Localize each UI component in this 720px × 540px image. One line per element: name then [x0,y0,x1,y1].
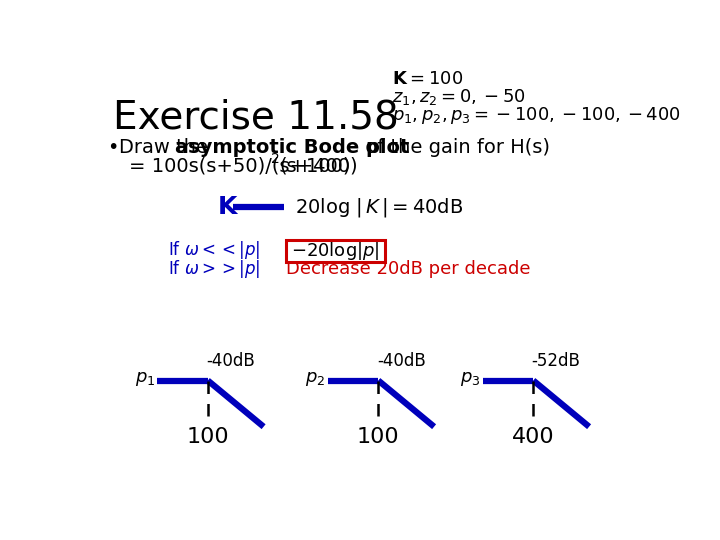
Text: $z_1, z_2 = 0, -50$: $z_1, z_2 = 0, -50$ [392,87,526,107]
Text: -40dB: -40dB [206,353,255,370]
Bar [286,240,385,262]
Text: -40dB: -40dB [377,353,426,370]
Text: Exercise 11.58: Exercise 11.58 [113,98,399,136]
Text: K: K [218,195,238,219]
Text: $20\log\,|\,K\,|= 40\mathrm{dB}$: $20\log\,|\,K\,|= 40\mathrm{dB}$ [295,195,464,219]
Text: $p_2$: $p_2$ [305,370,325,388]
Text: = 100s(s+50)/(s+100): = 100s(s+50)/(s+100) [129,157,350,176]
Text: $p_3$: $p_3$ [460,370,481,388]
Text: 100: 100 [186,427,229,447]
Text: •: • [107,138,118,158]
Text: -52dB: -52dB [532,353,580,370]
Text: 100: 100 [357,427,400,447]
Text: If $\omega >> |p|$: If $\omega >> |p|$ [168,258,260,280]
Text: (s+400): (s+400) [279,157,358,176]
Text: 400: 400 [512,427,554,447]
Text: of the gain for H(s): of the gain for H(s) [359,138,550,158]
Text: $\mathbf{K}$: $\mathbf{K}$ [392,70,409,87]
Text: $p_1$: $p_1$ [135,370,155,388]
Text: Decrease 20dB per decade: Decrease 20dB per decade [286,260,531,278]
Text: 2: 2 [271,152,280,166]
Text: Draw the: Draw the [119,138,214,158]
Text: $-20\log|p|$: $-20\log|p|$ [292,240,380,262]
Text: $p_1, p_2, p_3 = -100, -100, -400$: $p_1, p_2, p_3 = -100, -100, -400$ [392,105,681,126]
Text: If $\omega << |p|$: If $\omega << |p|$ [168,239,260,261]
Text: $= 100$: $= 100$ [406,70,463,87]
Text: asymptotic Bode plot: asymptotic Bode plot [175,138,410,158]
